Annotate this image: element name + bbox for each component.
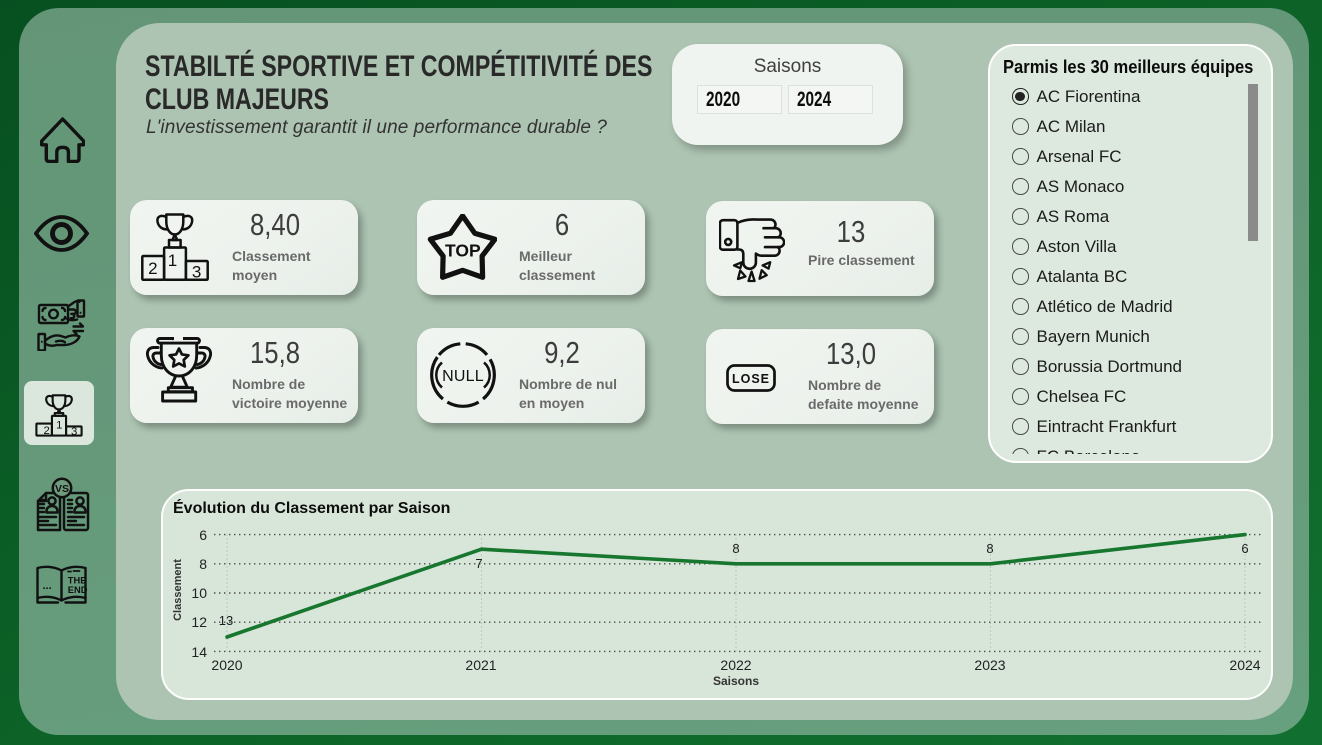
svg-text:2: 2 bbox=[43, 425, 49, 437]
svg-text:LOSE: LOSE bbox=[732, 372, 770, 386]
svg-text:TOP: TOP bbox=[445, 241, 481, 261]
svg-text:1: 1 bbox=[168, 251, 177, 270]
svg-text:2: 2 bbox=[148, 259, 157, 278]
svg-text:THE: THE bbox=[68, 576, 87, 586]
svg-text:NULL: NULL bbox=[442, 368, 484, 385]
svg-text:VS: VS bbox=[55, 483, 69, 495]
svg-text:3: 3 bbox=[71, 426, 77, 438]
svg-text:1: 1 bbox=[56, 420, 62, 432]
svg-text:3: 3 bbox=[192, 263, 201, 282]
svg-text:END: END bbox=[68, 585, 88, 595]
svg-text:...: ... bbox=[43, 580, 52, 592]
